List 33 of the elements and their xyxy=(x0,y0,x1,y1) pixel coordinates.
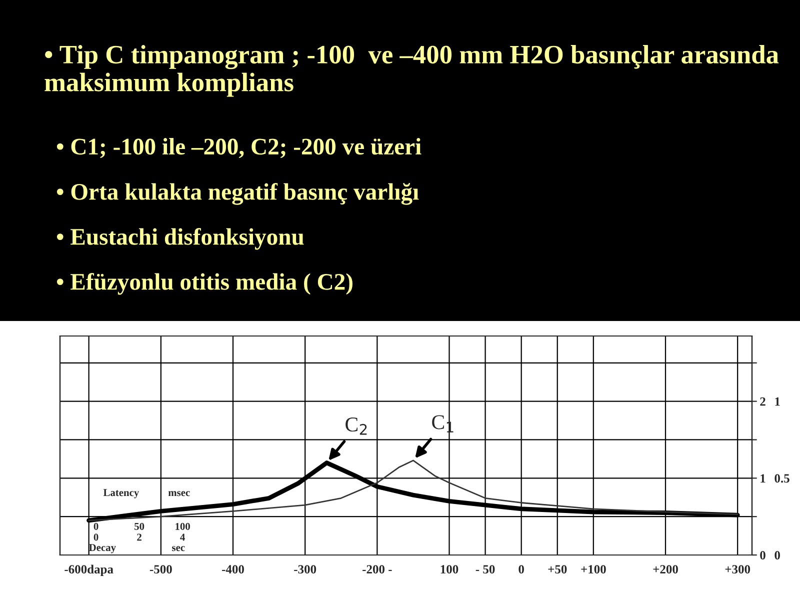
x-tick-label: - 50 xyxy=(476,565,495,574)
annotation: 4 xyxy=(180,534,185,541)
x-tick-label: +100 xyxy=(581,565,606,574)
x-tick-label: +50 xyxy=(548,565,567,574)
y-tick-label: 0 xyxy=(760,551,766,560)
text: • Eustachi disfonksiyonu xyxy=(56,228,304,250)
y2-tick-label: 0.5 xyxy=(774,474,790,483)
x-tick-label: +300 xyxy=(725,565,750,574)
y-tick-label: 2 xyxy=(760,397,766,406)
x-tick-label: -300 xyxy=(294,565,316,574)
annotation: Latency xyxy=(103,489,140,498)
chart-title: • Tip C timpanogram ; -100 ve –400 mm H2O basınçlar arasında maksimum komplians xyxy=(44,45,779,97)
text: • C1; -100 ile –200, C2; -200 ve üzeri xyxy=(56,138,422,158)
text: • Orta kulakta negatif basınç varlığı xyxy=(56,183,419,205)
annotation: 50 xyxy=(134,522,144,530)
x-tick-label: -400 xyxy=(222,565,244,574)
annotation: 2 xyxy=(137,534,142,541)
series-label: C$_{2}$ xyxy=(346,418,367,435)
annotation: 0 xyxy=(94,534,98,541)
annotation: 0 xyxy=(94,522,98,530)
x-tick-label: 100 xyxy=(440,565,458,574)
x-tick-label: -500 xyxy=(150,565,172,574)
x-tick-label: +200 xyxy=(653,565,678,574)
y2-tick-label: 0 xyxy=(774,551,780,560)
annotation: sec xyxy=(172,546,185,552)
annotation: 100 xyxy=(176,522,190,530)
x-tick-label: -200 - xyxy=(362,565,392,574)
text: • Efüzyonlu otitis media ( C2) xyxy=(56,273,352,295)
y2-tick-label: 1 xyxy=(775,397,780,406)
annotation: msec xyxy=(168,491,190,496)
x-tick-label: 0 xyxy=(518,565,524,574)
y-tick-label: 1 xyxy=(760,474,766,482)
x-tick-label: -600dapa xyxy=(64,564,114,576)
